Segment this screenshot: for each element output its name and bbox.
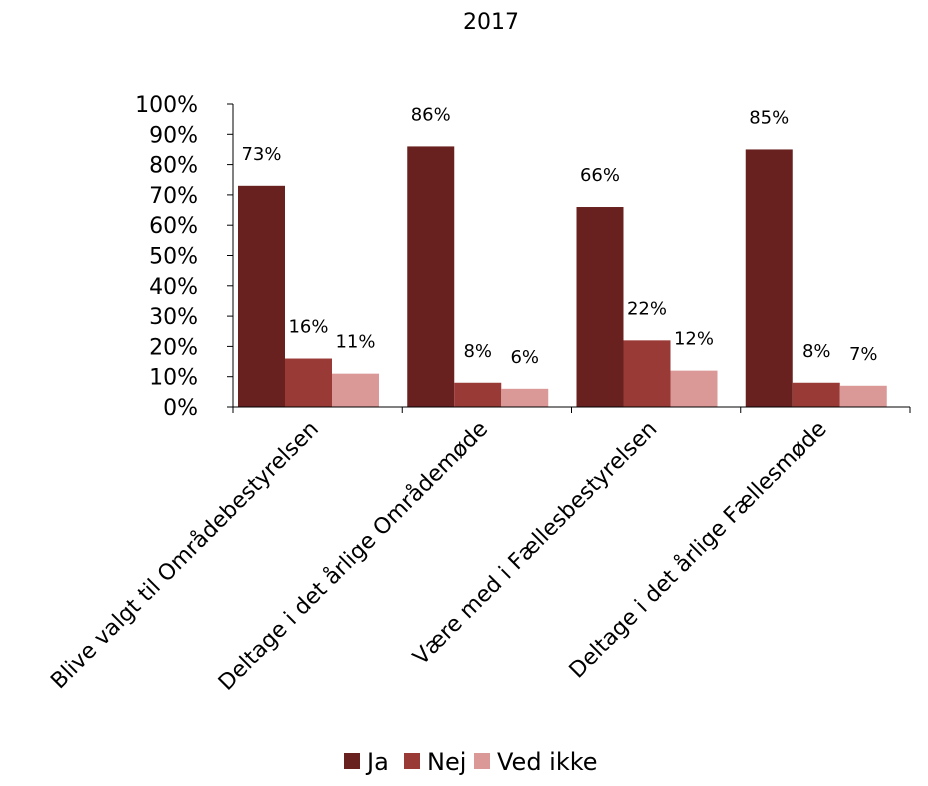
bar-ja-3: [745, 149, 793, 407]
legend-swatch-ja: [344, 753, 360, 769]
y-tick-label: 20%: [149, 335, 198, 360]
bar-ja-0: [238, 185, 285, 407]
legend: Ja Nej Ved ikke: [344, 748, 598, 776]
bar-ved-ikke-1: [501, 388, 549, 407]
chart-title: 2017: [463, 10, 519, 35]
data-label: 8%: [463, 341, 492, 362]
legend-swatch-ved-ikke: [474, 753, 490, 769]
x-tick-label: Blive valgt til Områdebestyrelsen: [46, 416, 324, 694]
data-label: 16%: [288, 317, 328, 338]
plot-area: [238, 146, 887, 408]
x-tick-label: Deltage i det årlige Områdemøde: [213, 416, 493, 696]
y-tick-label: 50%: [149, 245, 198, 270]
y-tick-label: 60%: [149, 214, 198, 239]
y-tick-label: 100%: [135, 93, 198, 118]
y-tick-label: 70%: [149, 184, 198, 209]
legend-label-ved-ikke: Ved ikke: [497, 748, 598, 776]
bar-nej-1: [454, 382, 502, 407]
legend-label-nej: Nej: [427, 748, 466, 776]
bar-nej-2: [623, 340, 671, 407]
y-tick-label: 40%: [149, 275, 198, 300]
data-label: 66%: [580, 165, 620, 186]
bar-ved-ikke-2: [670, 370, 718, 407]
bar-nej-3: [792, 382, 840, 407]
data-label: 12%: [674, 329, 714, 350]
bar-ved-ikke-3: [839, 385, 887, 407]
data-label: 7%: [849, 344, 878, 365]
data-labels: 73% 16% 11% 86% 8% 6% 66% 22% 12% 85% 8% 7%: [241, 104, 877, 367]
bar-ja-1: [407, 146, 455, 408]
data-label: 85%: [749, 107, 789, 128]
bar-ved-ikke-0: [332, 373, 379, 407]
y-tick-label: 80%: [149, 154, 198, 179]
data-label: 11%: [335, 332, 375, 353]
bar-nej-0: [285, 358, 332, 407]
y-tick-label: 90%: [149, 123, 198, 148]
legend-label-ja: Ja: [365, 748, 389, 776]
data-label: 22%: [627, 298, 667, 319]
data-label: 86%: [411, 104, 451, 125]
data-label: 6%: [510, 347, 539, 368]
data-label: 73%: [241, 144, 281, 165]
y-tick-label: 0%: [163, 396, 198, 421]
y-tick-label: 30%: [149, 305, 198, 330]
data-label: 8%: [802, 341, 831, 362]
bar-ja-2: [576, 207, 624, 407]
legend-swatch-nej: [404, 753, 420, 769]
y-tick-label: 10%: [149, 366, 198, 391]
